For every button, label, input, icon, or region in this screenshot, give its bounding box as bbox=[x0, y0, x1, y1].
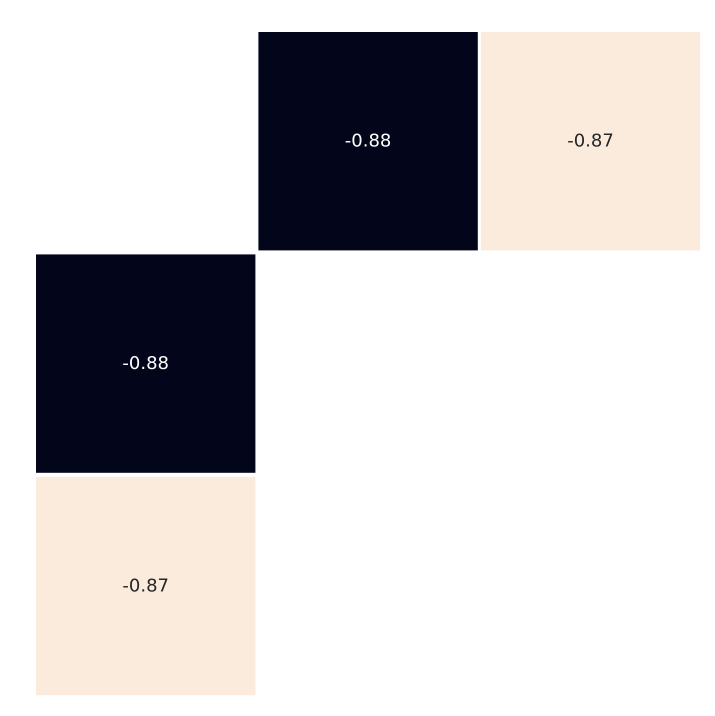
heatmap-cell-label-r0-c1: -0.88 bbox=[345, 131, 392, 152]
heatmap-cell-r0-c1 bbox=[258, 32, 478, 251]
heatmap-cell-r1-c0 bbox=[36, 254, 256, 473]
heatmap-cell-label-r2-c0: -0.87 bbox=[122, 576, 169, 597]
heatmap-cell-r2-c0 bbox=[36, 476, 256, 696]
heatmap-cell-label-r1-c0: -0.88 bbox=[122, 353, 169, 374]
heatmap-cell-label-r0-c2: -0.87 bbox=[567, 131, 614, 152]
heatmap-cell-r0-c2 bbox=[480, 32, 701, 251]
heatmap-cells: -0.88 -0.87 -0.88 -0.87 bbox=[36, 32, 701, 696]
